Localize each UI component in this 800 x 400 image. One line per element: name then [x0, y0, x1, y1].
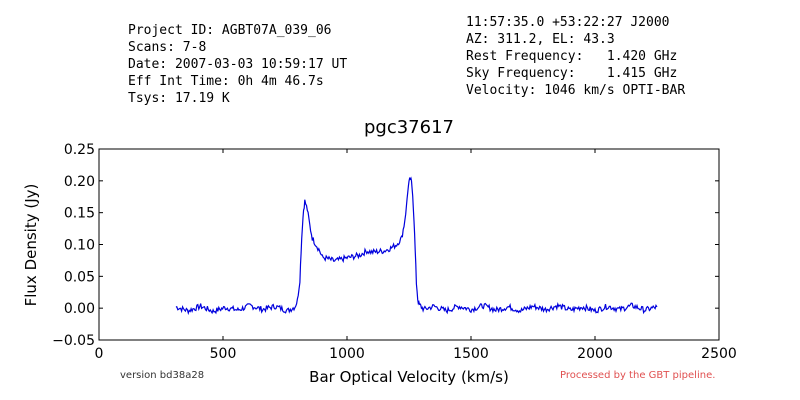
x-tick-label: 1000	[329, 346, 365, 362]
observation-info-right-line: AZ: 311.2, EL: 43.3	[466, 32, 615, 47]
observation-info-right-line: 11:57:35.0 +53:22:27 J2000	[466, 15, 670, 30]
y-tick-label: 0.00	[64, 301, 95, 317]
observation-info-left-line: Eff Int Time: 0h 4m 46.7s	[128, 74, 324, 89]
observation-info-right-line: Sky Frequency: 1.415 GHz	[466, 66, 678, 81]
y-tick-label: 0.20	[64, 174, 95, 190]
chart-title: pgc37617	[364, 117, 454, 138]
y-axis-label: Flux Density (Jy)	[22, 184, 40, 307]
observation-info-left-line: Scans: 7-8	[128, 40, 207, 55]
observation-info-right-line: Velocity: 1046 km/s OPTI-BAR	[466, 83, 686, 98]
observation-info-left-line: Date: 2007-03-03 10:59:17 UT	[128, 57, 348, 72]
observation-info-right: 11:57:35.0 +53:22:27 J2000 AZ: 311.2, EL:…	[466, 14, 685, 99]
x-tick-label: 2000	[577, 346, 613, 362]
observation-info-right-line: Rest Frequency: 1.420 GHz	[466, 49, 678, 64]
x-tick-label: 2500	[701, 346, 737, 362]
x-tick-label: 500	[210, 346, 237, 362]
x-axis-label: Bar Optical Velocity (km/s)	[309, 368, 509, 386]
observation-info-left: Project ID: AGBT07A_039_06 Scans: 7-8 Date…	[128, 22, 347, 107]
y-tick-label: −0.05	[52, 333, 95, 349]
version-label: version bd38a28	[120, 370, 205, 381]
y-tick-label: 0.15	[64, 206, 95, 222]
spectrum-line	[175, 176, 658, 316]
observation-info-left-line: Tsys: 17.19 K	[128, 91, 230, 106]
y-tick-label: 0.10	[64, 238, 95, 254]
y-tick-label: 0.05	[64, 269, 95, 285]
y-tick-label: 0.25	[64, 142, 95, 158]
pipeline-credit: Processed by the GBT pipeline.	[560, 370, 716, 381]
observation-info-left-line: Project ID: AGBT07A_039_06	[128, 23, 332, 38]
x-tick-label: 1500	[453, 346, 489, 362]
x-tick-label: 0	[95, 346, 104, 362]
